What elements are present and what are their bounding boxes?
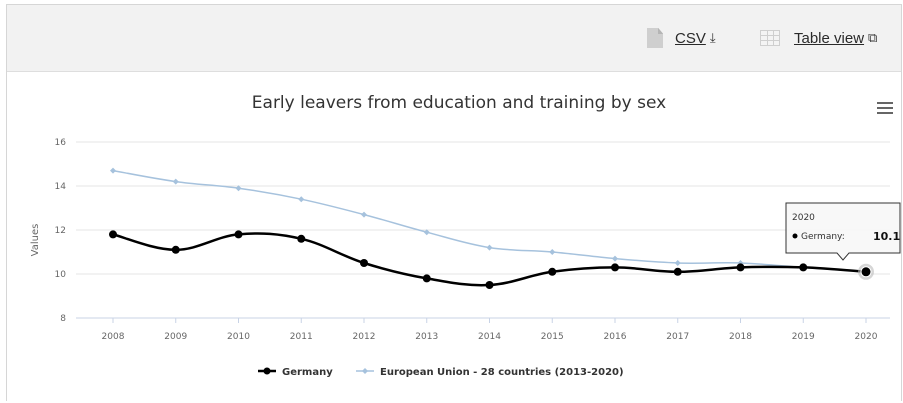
germany-data-point bbox=[736, 263, 745, 272]
germany-data-point bbox=[485, 281, 494, 289]
y-tick-label: 8 bbox=[60, 314, 66, 324]
x-tick-label: 2009 bbox=[164, 332, 187, 342]
x-tick-label: 2008 bbox=[102, 332, 125, 342]
tooltip-value: 10.1 bbox=[873, 230, 900, 243]
x-tick-label: 2012 bbox=[353, 332, 376, 342]
x-tick-label: 2016 bbox=[604, 332, 627, 342]
germany-data-point bbox=[611, 263, 619, 272]
eu-data-point bbox=[361, 211, 367, 218]
x-tick-label: 2011 bbox=[290, 332, 313, 342]
germany-data-point bbox=[673, 267, 682, 276]
eu-data-point bbox=[549, 249, 556, 255]
germany-data-point bbox=[297, 234, 306, 243]
eu-data-point bbox=[674, 260, 681, 266]
hamburger-menu-icon[interactable] bbox=[877, 102, 893, 115]
table-view-label: Table view bbox=[794, 29, 865, 47]
tooltip-box bbox=[785, 202, 901, 261]
csv-download-button[interactable]: CSV ⤓ bbox=[647, 28, 716, 48]
legend-eu-label: European Union - 28 countries (2013-2020… bbox=[380, 367, 624, 378]
highlighted-point bbox=[860, 266, 872, 278]
eu-data-point bbox=[612, 255, 618, 262]
chart-toolbar: CSV ⤓ Table view ⧉ bbox=[7, 5, 901, 72]
eu-data-point bbox=[423, 229, 430, 236]
x-tick-label: 2019 bbox=[792, 332, 815, 342]
chart-panel bbox=[6, 4, 902, 401]
germany-data-point bbox=[109, 230, 117, 239]
tooltip-series-marker bbox=[792, 233, 798, 239]
y-tick-label: 14 bbox=[55, 182, 67, 192]
eu-data-point bbox=[298, 196, 305, 203]
y-axis-label: Values bbox=[30, 224, 41, 257]
x-tick-label: 2017 bbox=[666, 332, 689, 342]
x-tick-label: 2014 bbox=[478, 332, 501, 342]
tooltip-year: 2020 bbox=[792, 213, 815, 223]
legend-germany-marker bbox=[263, 367, 271, 375]
y-tick-label: 10 bbox=[55, 270, 67, 280]
table-icon bbox=[760, 30, 780, 46]
y-tick-label: 12 bbox=[55, 226, 66, 236]
chart-title: Early leavers from education and trainin… bbox=[252, 93, 666, 113]
germany-data-point bbox=[422, 274, 431, 283]
x-tick-label: 2015 bbox=[541, 332, 564, 342]
x-tick-label: 2013 bbox=[415, 332, 438, 342]
table-view-button[interactable]: Table view ⧉ bbox=[760, 28, 877, 48]
tooltip-series-label: Germany: bbox=[801, 232, 845, 242]
y-tick-label: 16 bbox=[55, 138, 67, 148]
germany-series-line bbox=[112, 232, 867, 287]
document-icon bbox=[647, 28, 663, 48]
legend-germany-label: Germany bbox=[282, 367, 333, 378]
eu-data-point bbox=[235, 185, 242, 192]
eu-data-point bbox=[172, 178, 179, 185]
csv-label: CSV bbox=[675, 29, 706, 47]
germany-data-point bbox=[360, 259, 368, 267]
germany-data-point bbox=[548, 267, 557, 276]
germany-data-point bbox=[799, 263, 808, 272]
x-tick-label: 2010 bbox=[227, 332, 250, 342]
germany-data-point bbox=[234, 230, 243, 239]
download-icon: ⤓ bbox=[709, 30, 716, 45]
germany-data-point bbox=[171, 245, 180, 254]
eu-data-point bbox=[110, 167, 116, 174]
external-link-icon: ⧉ bbox=[868, 30, 878, 45]
legend-eu-marker bbox=[362, 368, 368, 374]
x-tick-label: 2018 bbox=[729, 332, 752, 342]
eu-data-point bbox=[486, 244, 493, 251]
x-tick-label: 2020 bbox=[855, 332, 878, 342]
